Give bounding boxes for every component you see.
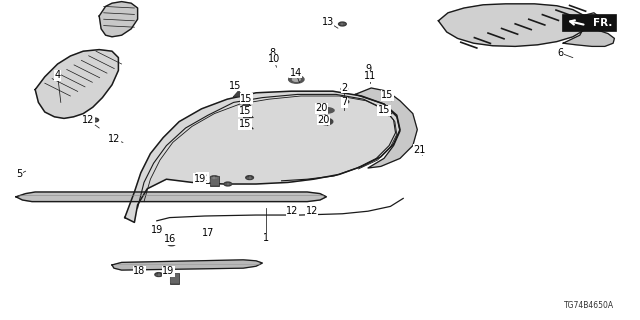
Text: 16: 16 bbox=[163, 234, 176, 244]
Circle shape bbox=[320, 118, 333, 125]
FancyBboxPatch shape bbox=[210, 176, 219, 186]
Text: 12: 12 bbox=[196, 172, 209, 183]
Polygon shape bbox=[112, 260, 262, 270]
Circle shape bbox=[271, 61, 277, 64]
Text: FR.: FR. bbox=[593, 18, 612, 28]
Bar bbox=[562, 14, 616, 31]
Text: 15: 15 bbox=[239, 119, 252, 129]
Circle shape bbox=[211, 176, 218, 180]
Text: 7: 7 bbox=[341, 97, 348, 108]
Text: 6: 6 bbox=[557, 48, 563, 58]
Circle shape bbox=[339, 22, 346, 26]
Circle shape bbox=[367, 77, 373, 80]
Text: 11: 11 bbox=[364, 71, 376, 81]
Text: 15: 15 bbox=[239, 106, 252, 116]
Text: 5: 5 bbox=[16, 169, 22, 180]
Text: 15: 15 bbox=[229, 81, 242, 91]
Text: 12: 12 bbox=[305, 205, 318, 216]
Polygon shape bbox=[243, 112, 253, 118]
Text: 2: 2 bbox=[341, 83, 348, 93]
Circle shape bbox=[246, 176, 253, 180]
Polygon shape bbox=[233, 91, 243, 97]
Polygon shape bbox=[241, 101, 252, 107]
Circle shape bbox=[224, 182, 232, 186]
Text: 1: 1 bbox=[262, 233, 269, 244]
Text: 20: 20 bbox=[317, 115, 330, 125]
Circle shape bbox=[135, 271, 144, 276]
Text: 18: 18 bbox=[133, 266, 146, 276]
Text: 21: 21 bbox=[413, 145, 426, 155]
Text: 15: 15 bbox=[378, 105, 390, 116]
Text: 19: 19 bbox=[193, 173, 206, 184]
Text: 8: 8 bbox=[269, 48, 275, 58]
Ellipse shape bbox=[316, 108, 334, 113]
Text: 12: 12 bbox=[286, 205, 299, 216]
Text: 12: 12 bbox=[108, 134, 120, 144]
Polygon shape bbox=[563, 29, 614, 46]
Polygon shape bbox=[16, 192, 326, 202]
FancyBboxPatch shape bbox=[170, 273, 179, 284]
Polygon shape bbox=[438, 4, 588, 46]
Text: 12: 12 bbox=[82, 115, 95, 125]
Polygon shape bbox=[382, 108, 392, 114]
Polygon shape bbox=[383, 94, 394, 100]
Text: 17: 17 bbox=[202, 228, 214, 238]
Circle shape bbox=[168, 242, 175, 246]
Text: 14: 14 bbox=[289, 68, 302, 78]
Polygon shape bbox=[243, 123, 253, 129]
Circle shape bbox=[342, 100, 349, 103]
Text: 15: 15 bbox=[381, 90, 394, 100]
Text: 19: 19 bbox=[162, 266, 175, 276]
Text: 9: 9 bbox=[365, 64, 371, 74]
Polygon shape bbox=[584, 13, 602, 30]
Text: 20: 20 bbox=[315, 103, 328, 113]
Text: TG74B4650A: TG74B4650A bbox=[564, 301, 614, 310]
Circle shape bbox=[155, 273, 163, 276]
Circle shape bbox=[289, 76, 304, 83]
Polygon shape bbox=[99, 2, 138, 37]
Circle shape bbox=[269, 52, 275, 55]
Circle shape bbox=[91, 118, 99, 122]
Polygon shape bbox=[355, 88, 417, 168]
Polygon shape bbox=[125, 91, 400, 222]
Text: 13: 13 bbox=[321, 17, 334, 27]
Circle shape bbox=[365, 68, 371, 71]
Text: 4: 4 bbox=[54, 70, 61, 80]
Circle shape bbox=[341, 87, 348, 91]
Text: 19: 19 bbox=[150, 225, 163, 235]
Text: 10: 10 bbox=[268, 54, 280, 64]
Circle shape bbox=[292, 77, 300, 81]
Text: 15: 15 bbox=[240, 93, 253, 104]
Polygon shape bbox=[35, 50, 118, 118]
